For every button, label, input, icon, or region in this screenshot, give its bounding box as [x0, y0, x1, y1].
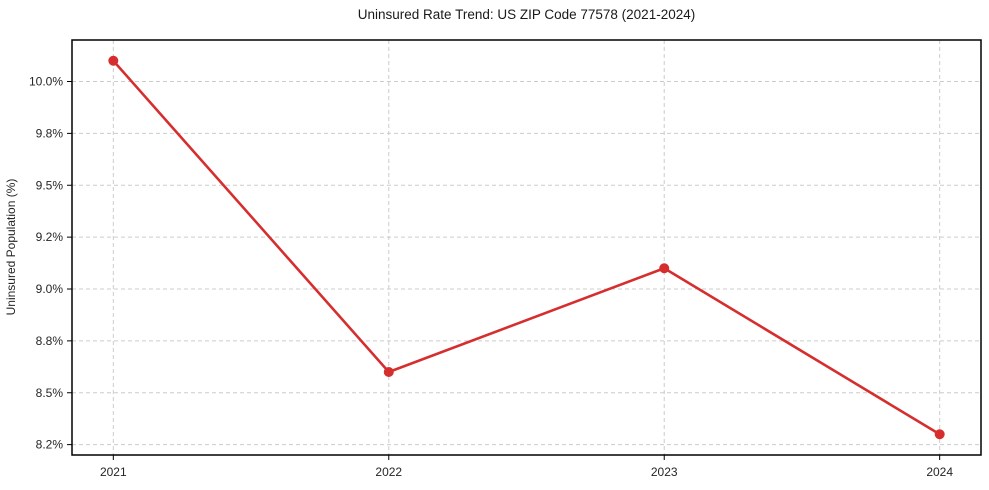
y-tick-label: 9.5%: [36, 178, 64, 192]
x-tick-label: 2022: [375, 465, 402, 479]
x-tick-label: 2024: [926, 465, 953, 479]
gridlines: [72, 40, 981, 455]
y-tick-label: 9.0%: [36, 282, 64, 296]
data-point-2022: [383, 367, 394, 377]
y-tick-label: 9.2%: [36, 230, 64, 244]
y-axis-label: Uninsured Population (%): [4, 179, 18, 316]
data-series: [108, 55, 945, 440]
chart-title: Uninsured Rate Trend: US ZIP Code 77578 …: [357, 7, 696, 22]
plot-border: [71, 39, 982, 456]
y-tick-label: 8.8%: [36, 334, 64, 348]
y-tick-label: 10.0%: [29, 75, 63, 89]
y-tick-label: 9.8%: [36, 126, 64, 140]
data-point-2024: [934, 429, 945, 440]
data-point-2021: [108, 55, 119, 66]
x-tick-label: 2021: [100, 465, 127, 479]
axis-ticks: 8.2% 8.5% 8.8% 9.0% 9.2% 9.5% 9.8% 10.0% 2021 202…: [29, 75, 953, 480]
y-tick-label: 8.5%: [36, 386, 64, 400]
trend-line: [112, 59, 941, 436]
x-tick-label: 2023: [651, 465, 678, 479]
data-point-2023: [659, 263, 670, 274]
y-tick-label: 8.2%: [36, 438, 64, 452]
